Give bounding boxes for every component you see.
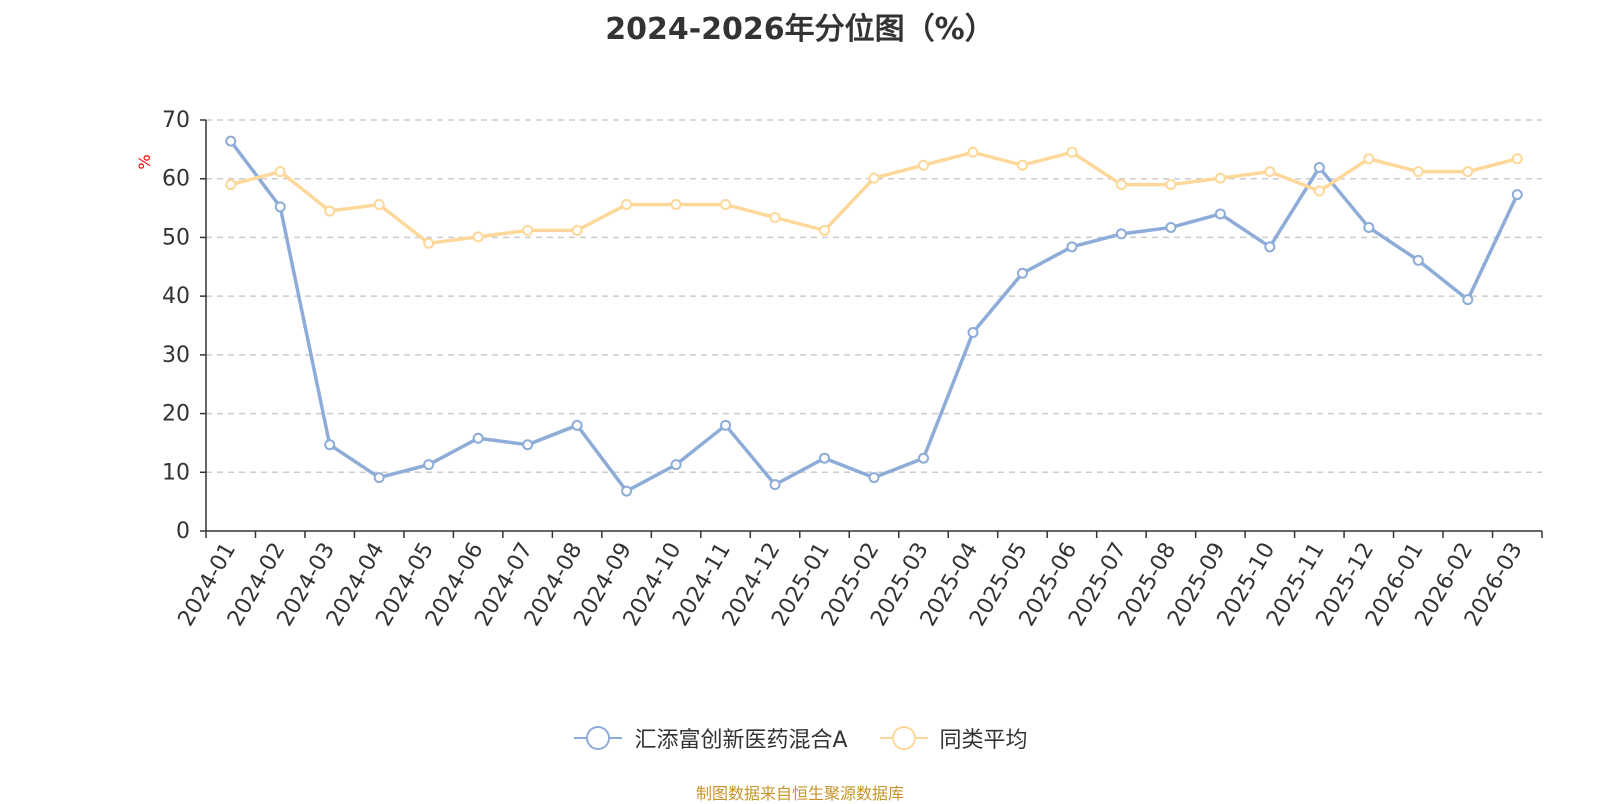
y-tick-label: 50: [162, 225, 190, 250]
data-point-a: [1412, 254, 1424, 266]
data-point-b: [1412, 166, 1424, 178]
data-point-a: [621, 485, 633, 497]
y-tick-label: 60: [162, 167, 190, 192]
data-point-a: [1165, 221, 1177, 233]
legend-label-series-b: 同类平均: [939, 728, 1028, 753]
data-point-a: [1066, 241, 1078, 253]
data-point-a: [917, 452, 929, 464]
y-tick-label: 30: [162, 343, 190, 368]
data-point-a: [1363, 221, 1375, 233]
legend-item-series-b[interactable]: 同类平均: [878, 722, 1028, 754]
data-point-a: [324, 439, 336, 451]
y-axis-unit-label: %: [135, 154, 154, 169]
data-point-a: [225, 135, 237, 147]
y-tick-label: 20: [162, 402, 190, 427]
y-tick-label: 70: [162, 108, 190, 133]
legend-label-series-a: 汇添富创新医药混合A: [634, 728, 848, 753]
data-point-b: [868, 172, 880, 184]
data-point-b: [472, 231, 484, 243]
y-tick-label: 40: [162, 284, 190, 309]
data-point-a: [720, 419, 732, 431]
data-point-a: [819, 452, 831, 464]
data-point-b: [670, 199, 682, 211]
legend: 汇添富创新医药混合A 同类平均: [0, 722, 1600, 754]
grid-lines: [206, 119, 1542, 474]
data-point-b: [571, 224, 583, 236]
data-point-a: [967, 327, 979, 339]
data-point-a: [1214, 208, 1226, 220]
data-point-b: [274, 166, 286, 178]
data-point-a: [472, 432, 484, 444]
data-point-b: [1462, 166, 1474, 178]
data-point-a: [1462, 294, 1474, 306]
data-point-b: [225, 179, 237, 191]
data-point-b: [324, 205, 336, 217]
data-point-b: [1066, 146, 1078, 158]
data-point-a: [1264, 241, 1276, 253]
source-note: 制图数据来自恒生聚源数据库: [695, 784, 904, 803]
data-point-a: [1016, 267, 1028, 279]
data-point-a: [522, 439, 534, 451]
data-point-a: [1313, 162, 1325, 174]
data-point-b: [373, 199, 385, 211]
data-point-a: [670, 459, 682, 471]
y-tick-label: 10: [162, 460, 190, 485]
data-point-b: [621, 199, 633, 211]
data-point-b: [1511, 153, 1523, 165]
data-point-b: [1214, 172, 1226, 184]
data-point-b: [819, 224, 831, 236]
data-point-b: [522, 224, 534, 236]
data-point-a: [373, 472, 385, 484]
data-point-b: [1165, 179, 1177, 191]
data-point-a: [1511, 189, 1523, 201]
data-point-a: [868, 472, 880, 484]
chart-title: 2024-2026年分位图（%）: [605, 12, 995, 47]
data-point-b: [967, 146, 979, 158]
legend-marker-a-icon: [574, 726, 623, 750]
series-lines: [228, 139, 1520, 493]
data-point-b: [1363, 153, 1375, 165]
data-point-b: [1115, 179, 1127, 191]
data-point-b: [1264, 166, 1276, 178]
data-points: [225, 135, 1523, 497]
data-point-b: [917, 159, 929, 171]
legend-item-series-a[interactable]: 汇添富创新医药混合A: [572, 722, 848, 754]
data-point-a: [571, 419, 583, 431]
y-tick-label: 0: [176, 519, 190, 544]
data-point-b: [769, 211, 781, 223]
data-point-a: [423, 459, 435, 471]
data-point-b: [1016, 159, 1028, 171]
data-point-b: [423, 237, 435, 249]
data-point-a: [769, 479, 781, 491]
data-point-b: [720, 199, 732, 211]
data-point-a: [274, 201, 286, 213]
series-line-a: [228, 139, 1520, 493]
legend-marker-b-icon: [879, 726, 928, 750]
data-point-a: [1115, 228, 1127, 240]
data-point-b: [1313, 185, 1325, 197]
